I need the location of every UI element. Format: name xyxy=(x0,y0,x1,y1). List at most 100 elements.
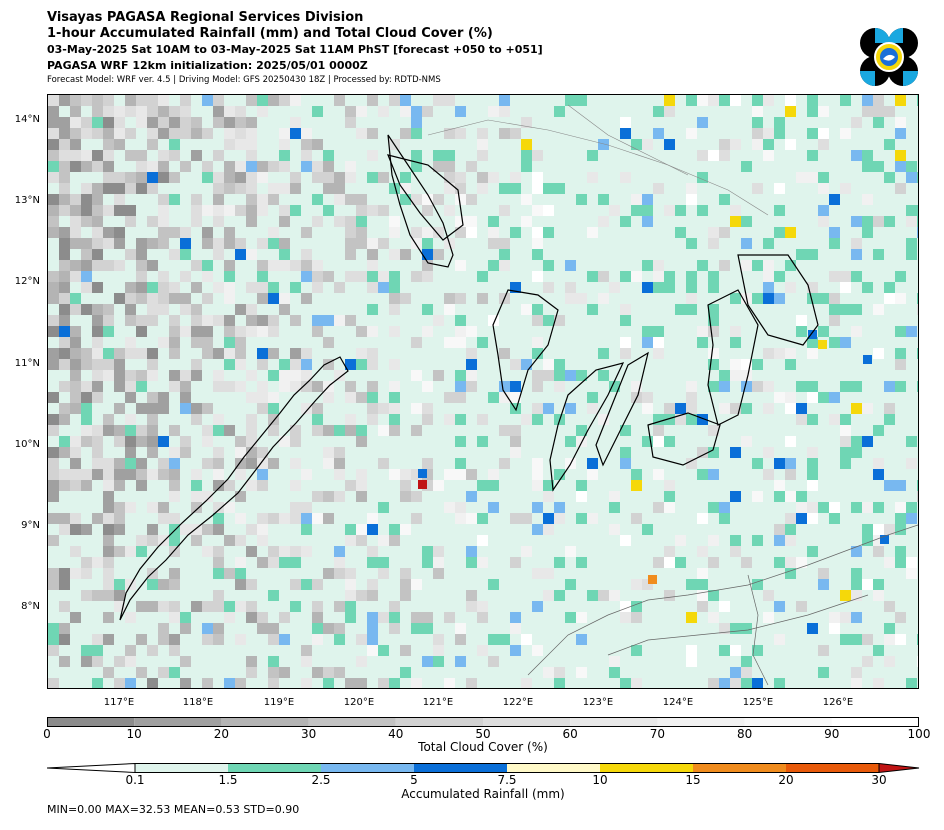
cloud-cell xyxy=(653,271,664,282)
cloud-cell xyxy=(191,403,202,414)
cloud-cell xyxy=(125,150,136,161)
rain-cell xyxy=(774,557,785,568)
rain-cell xyxy=(477,480,488,491)
rain-cell xyxy=(323,678,334,688)
cloud-cell xyxy=(136,95,147,106)
cloud-cell xyxy=(895,502,906,513)
rain-cell xyxy=(774,205,785,216)
cloud-cell xyxy=(81,480,92,491)
cloud-cell xyxy=(873,95,884,106)
rain-cell xyxy=(510,381,521,392)
cloud-cell xyxy=(378,172,389,183)
cloud-cell xyxy=(70,216,81,227)
cloud-cell xyxy=(268,623,279,634)
cloud-cell xyxy=(367,326,378,337)
cloud-cell xyxy=(840,436,851,447)
cloud-cell xyxy=(664,480,675,491)
rain-cell xyxy=(268,656,279,667)
cloud-cell xyxy=(202,128,213,139)
cloud-cell xyxy=(235,106,246,117)
rain-cell xyxy=(851,447,862,458)
rain-cell xyxy=(367,612,378,623)
cloud-cell xyxy=(521,414,532,425)
cloud-cell xyxy=(400,128,411,139)
cloud-cell xyxy=(114,678,125,688)
cloud-cell xyxy=(92,359,103,370)
cloud-cell xyxy=(444,612,455,623)
rain-cell xyxy=(785,568,796,579)
cloud-cell xyxy=(224,227,235,238)
rain-cell xyxy=(884,623,895,634)
cloud-cell xyxy=(906,216,917,227)
rain-cell xyxy=(279,249,290,260)
rain-cell xyxy=(906,205,917,216)
rain-cell xyxy=(752,293,763,304)
cloud-cell xyxy=(345,414,356,425)
cloud-cell xyxy=(136,183,147,194)
rain-cell xyxy=(576,513,587,524)
rain-cell xyxy=(730,337,741,348)
cloud-cell xyxy=(81,205,92,216)
cloud-cell xyxy=(708,425,719,436)
cloud-cell xyxy=(279,612,290,623)
rain-cell xyxy=(774,293,785,304)
rain-cell xyxy=(532,304,543,315)
cloud-cell xyxy=(356,436,367,447)
cloud-cell xyxy=(345,315,356,326)
cloud-cell xyxy=(268,557,279,568)
cloud-cell xyxy=(235,634,246,645)
cloud-cell xyxy=(290,172,301,183)
rain-cell xyxy=(862,216,873,227)
cloud-cell xyxy=(587,513,598,524)
cloud-cell xyxy=(59,249,70,260)
rain-cell xyxy=(829,392,840,403)
cloud-cell xyxy=(488,238,499,249)
rain-cell xyxy=(664,139,675,150)
rain-cell xyxy=(774,117,785,128)
cloud-cell xyxy=(554,315,565,326)
cloud-cell xyxy=(323,667,334,678)
cloud-cell xyxy=(433,568,444,579)
cloud-cell xyxy=(378,535,389,546)
rain-cell xyxy=(719,381,730,392)
rain-cell xyxy=(290,205,301,216)
latitude-label: 8°N xyxy=(21,601,40,612)
rain-cell xyxy=(301,161,312,172)
cloud-cell xyxy=(378,238,389,249)
rain-cell xyxy=(367,623,378,634)
cloud-cell xyxy=(686,656,697,667)
cloud-cell xyxy=(785,403,796,414)
cloud-cell xyxy=(851,590,862,601)
cloud-cell xyxy=(81,359,92,370)
rain-cell xyxy=(180,403,191,414)
rain-cell xyxy=(631,205,642,216)
cloud-cell xyxy=(389,359,400,370)
rain-cell xyxy=(323,205,334,216)
rain-cell xyxy=(763,238,774,249)
cloud-cell xyxy=(543,590,554,601)
cloud-cell xyxy=(455,623,466,634)
cloud-cell xyxy=(411,370,422,381)
rain-cell xyxy=(642,194,653,205)
rain-cell xyxy=(543,513,554,524)
rain-cell xyxy=(422,249,433,260)
cloud-cell xyxy=(92,557,103,568)
cloud-cell xyxy=(158,623,169,634)
cloud-cell xyxy=(246,392,257,403)
cloud-cell xyxy=(807,392,818,403)
luzon-borders xyxy=(427,104,769,216)
cloud-cell xyxy=(543,370,554,381)
cloud-cell xyxy=(488,656,499,667)
rain-cell xyxy=(697,579,708,590)
cloud-cell xyxy=(59,227,70,238)
cloud-cell xyxy=(345,535,356,546)
cloud-cell xyxy=(642,392,653,403)
cloud-cell xyxy=(48,568,59,579)
rain-cell xyxy=(774,535,785,546)
rain-cell xyxy=(884,480,895,491)
longitude-label: 123°E xyxy=(582,697,614,708)
rain-cell xyxy=(741,216,752,227)
rain-cell xyxy=(345,359,356,370)
rain-cell xyxy=(235,249,246,260)
rain-cell xyxy=(81,403,92,414)
